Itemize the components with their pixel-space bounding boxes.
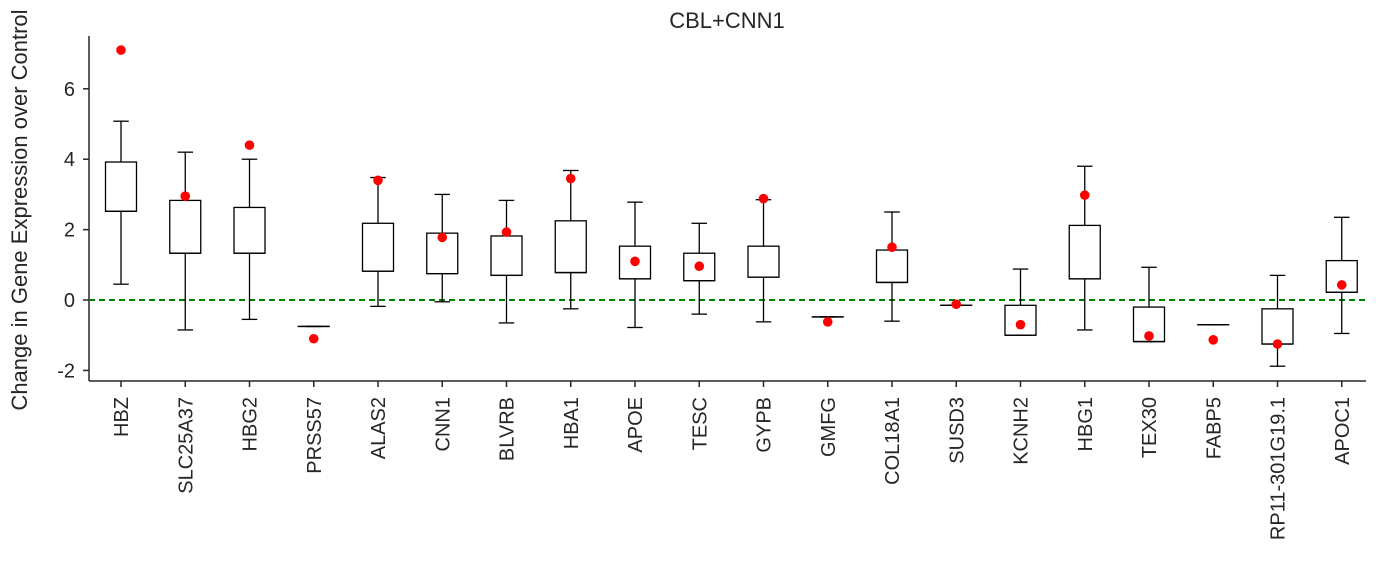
box-iqr: [169, 199, 202, 254]
data-point: [1079, 190, 1090, 200]
x-tick-label: TEX30: [1139, 397, 1161, 458]
x-tick-label: SLC25A37: [175, 397, 197, 494]
data-point: [951, 299, 962, 310]
data-point: [1336, 280, 1347, 290]
box-iqr: [233, 206, 266, 254]
data-point: [1208, 335, 1219, 345]
y-tick-label: -2: [57, 360, 75, 382]
x-tick-label: RP11-301G19.1: [1268, 397, 1290, 540]
x-tick-label: HBZ: [111, 397, 133, 437]
x-tick-label: ALAS2: [368, 397, 390, 459]
x-tick-label: HBG1: [1075, 397, 1097, 451]
y-tick-label: 6: [64, 79, 75, 101]
data-point: [373, 175, 383, 186]
box-iqr: [747, 245, 780, 278]
box-iqr: [361, 222, 395, 272]
data-point: [758, 193, 769, 204]
data-point: [180, 191, 191, 201]
x-tick-label: APOE: [625, 397, 647, 453]
x-tick-label: TESC: [689, 397, 711, 450]
x-tick-label: BLVRB: [497, 397, 519, 461]
data-point: [565, 173, 576, 184]
data-point: [1144, 331, 1154, 341]
plot-area: -2 0 2 4 6 HBZ SLC25A37 HBG2 PRSS57 ALAS2 CNN1 BLVR…: [57, 36, 1366, 540]
x-tick-label: HBG2: [240, 397, 262, 451]
x-tick-label: APOC1: [1332, 397, 1354, 465]
data-point: [887, 242, 897, 253]
box-iqr: [875, 249, 909, 284]
box-iqr: [554, 220, 587, 274]
x-tick-label: PRSS57: [304, 397, 326, 474]
data-point: [822, 317, 833, 327]
data-point: [630, 256, 640, 267]
x-tick-label: SUSD3: [946, 397, 968, 464]
data-point: [694, 261, 705, 272]
x-tick-label: GYPB: [754, 397, 776, 453]
box-iqr: [104, 161, 138, 212]
x-tick-label: COL18A1: [882, 397, 904, 485]
data-point: [1015, 319, 1026, 330]
x-tick-label: CNN1: [432, 397, 454, 451]
data-point: [1272, 339, 1283, 349]
box-iqr: [1261, 308, 1294, 345]
y-tick-label: 4: [64, 149, 75, 171]
data-point: [501, 227, 512, 237]
data-point: [244, 140, 255, 150]
x-tick-label: FABP5: [1203, 397, 1225, 459]
x-tick-label: HBA1: [561, 397, 583, 449]
y-tick-label: 2: [64, 220, 75, 242]
data-point: [308, 333, 319, 344]
box-iqr: [1068, 224, 1101, 280]
data-point: [437, 232, 448, 243]
box-iqr: [490, 235, 523, 277]
y-axis-label: Change in Gene Expression over Control: [7, 9, 32, 410]
data-point: [116, 45, 126, 55]
chart-title: CBL+CNN1: [669, 8, 785, 33]
x-tick-label: KCNH2: [1011, 397, 1033, 465]
x-tick-label: GMFG: [818, 397, 840, 457]
y-tick-label: 0: [64, 290, 75, 312]
